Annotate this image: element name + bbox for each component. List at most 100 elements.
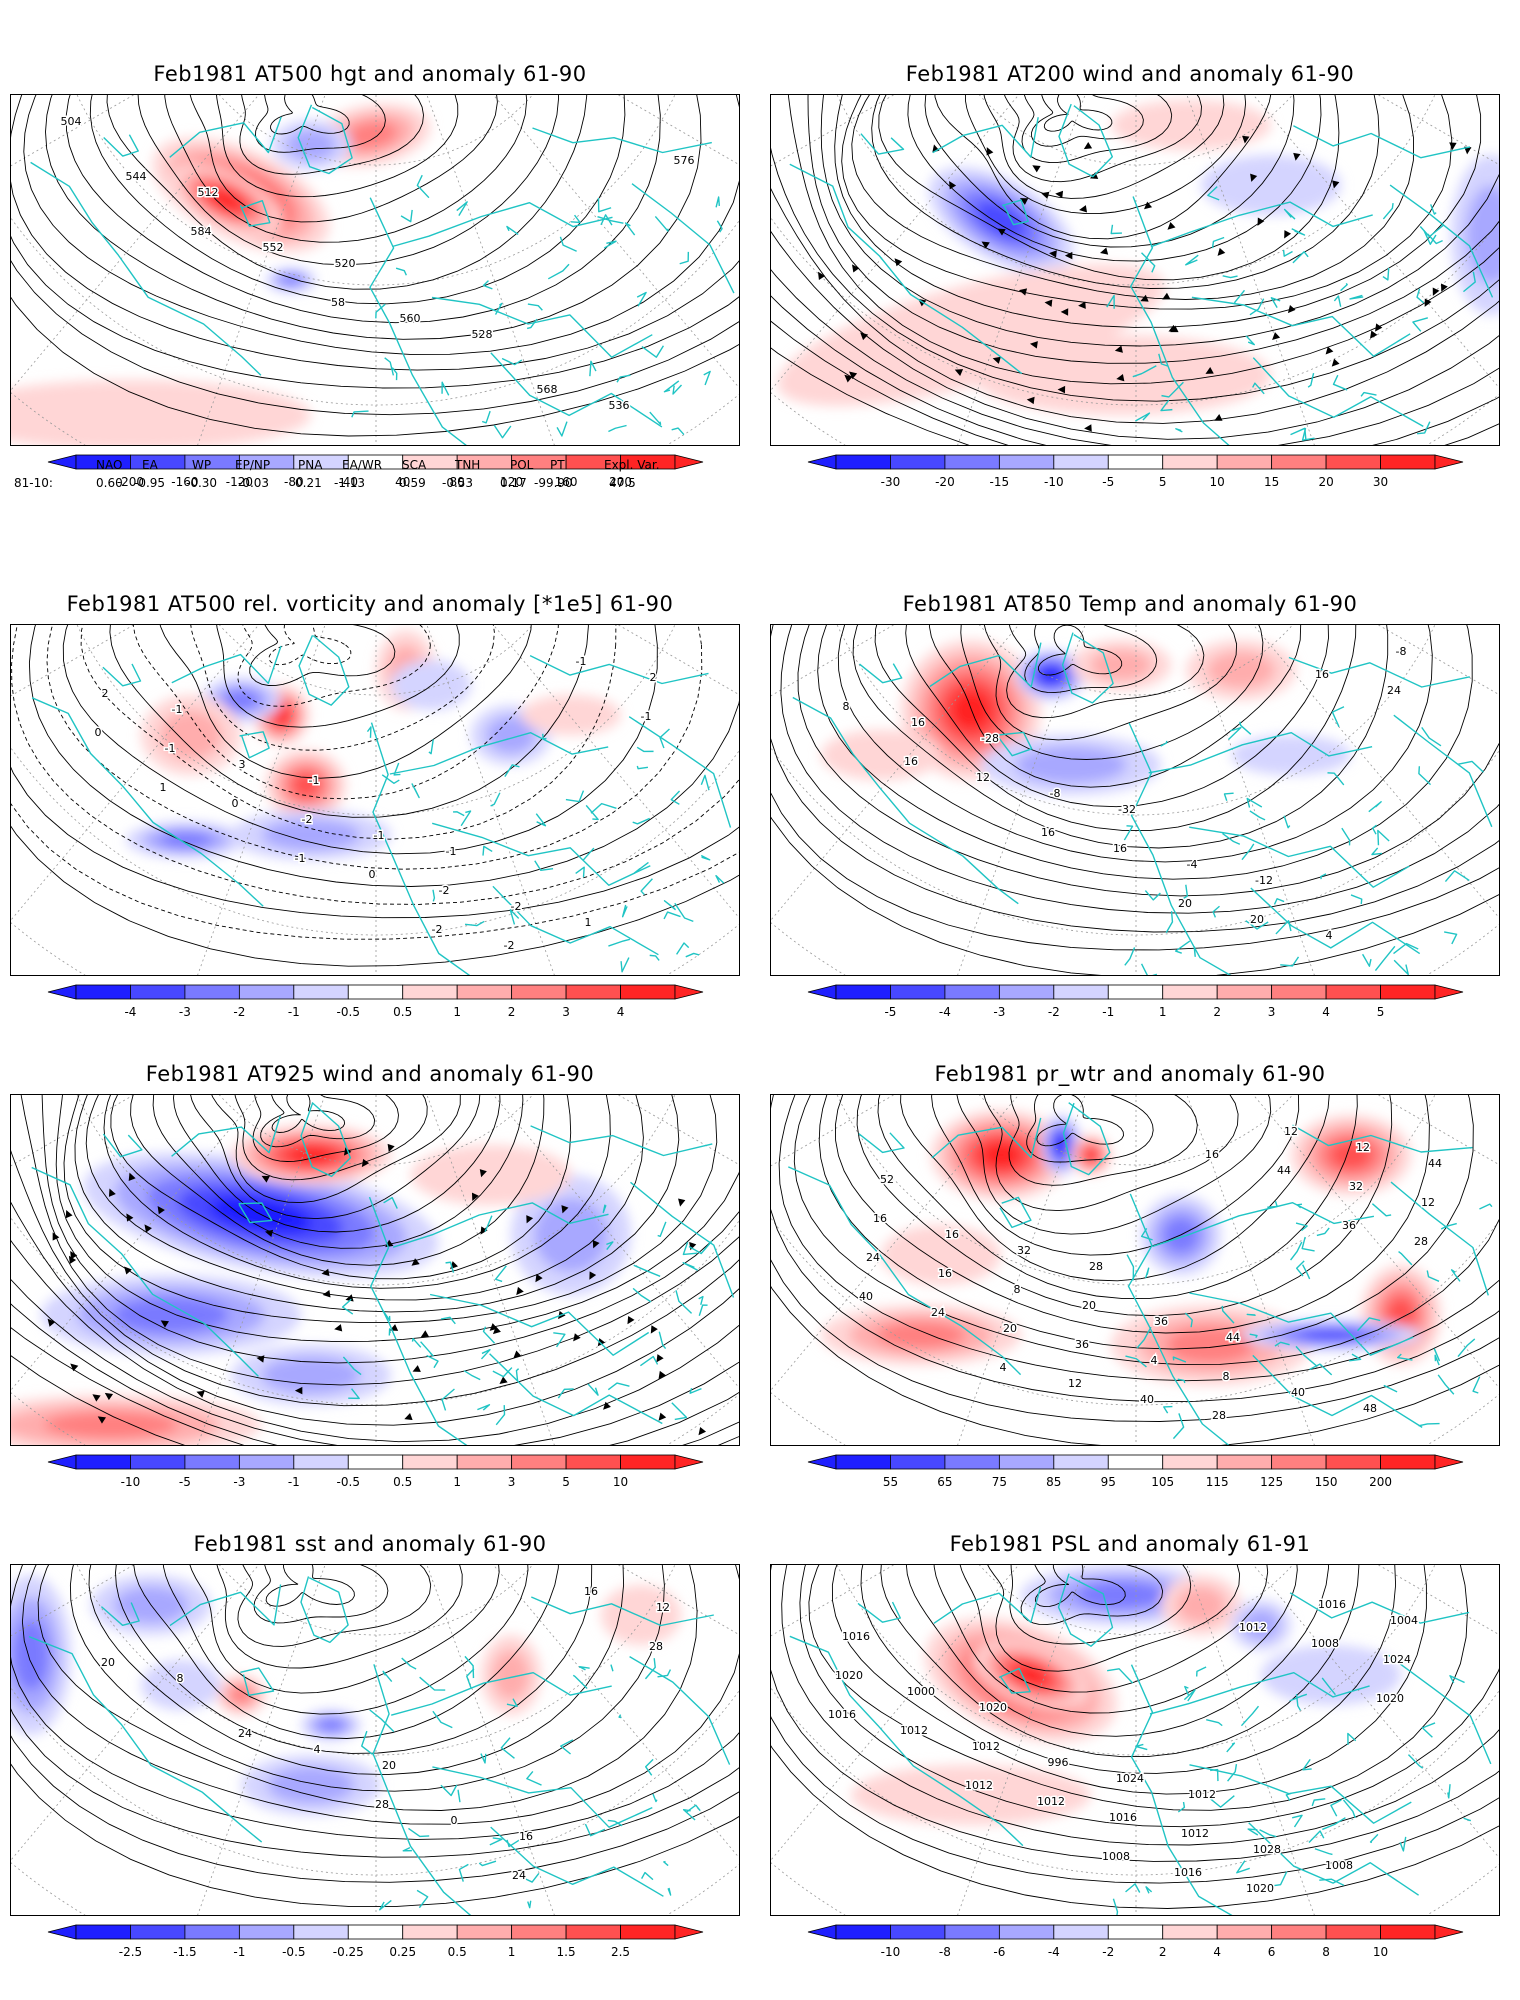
meridian — [771, 625, 1060, 961]
wind-arrow — [196, 1390, 205, 1398]
contour-label: 996 — [1048, 1756, 1069, 1769]
coastline — [999, 1196, 1032, 1229]
contour-line — [856, 1095, 1393, 1317]
contour-label: 1012 — [900, 1724, 928, 1737]
border-line — [1350, 894, 1363, 905]
coastline — [998, 1667, 1031, 1694]
map-svg — [771, 95, 1499, 445]
contours — [11, 1095, 739, 1445]
wind-arrow — [1214, 414, 1223, 421]
colorbar-swatch — [1216, 1454, 1273, 1470]
wind-arrow — [1272, 332, 1281, 340]
contour-line — [799, 1565, 1499, 1828]
border-line — [1211, 236, 1225, 249]
index-value: -99.90 — [534, 476, 573, 490]
anomaly-shading — [821, 640, 1351, 795]
contour-line — [900, 1095, 1331, 1282]
contour-label: 560 — [400, 312, 421, 325]
border-line — [1245, 920, 1269, 930]
map-domain — [11, 95, 739, 445]
anomaly-cell — [261, 1356, 361, 1394]
border-line — [1172, 1413, 1185, 1440]
colorbar-label: -8 — [938, 1945, 951, 1959]
coastline — [1149, 1672, 1370, 1715]
border-line — [672, 384, 683, 395]
wind-arrow — [1144, 201, 1153, 210]
border-line — [1296, 1203, 1303, 1209]
colorbar-swatch — [1380, 1454, 1436, 1470]
contour-line — [834, 95, 1482, 328]
anomaly-cell — [492, 1650, 530, 1700]
map-area: 1012 1008 1016 1020 1024 1028 1004 1000 996 1012 1… — [770, 1564, 1500, 1916]
coastline — [860, 133, 905, 155]
index-header: Expl. Var. — [604, 458, 660, 472]
colorbar-swatch — [1325, 1454, 1381, 1470]
wind-arrow — [412, 1365, 421, 1372]
coastline — [1252, 1354, 1423, 1428]
coastline — [1002, 199, 1029, 226]
index-value: 0.60 — [96, 476, 123, 490]
border-line — [494, 302, 503, 315]
colorbar-swatch — [944, 454, 1000, 470]
contour-line — [11, 1095, 739, 1445]
colorbar-label: 150 — [1314, 1475, 1338, 1489]
border-line — [1291, 1814, 1303, 1828]
border-line — [607, 1819, 623, 1827]
border-line — [1374, 945, 1396, 971]
border-line — [381, 1309, 391, 1322]
coastline — [392, 1202, 609, 1248]
colorbar-swatch — [890, 1454, 946, 1470]
wind-arrow — [389, 1324, 399, 1331]
border-line — [1172, 1356, 1187, 1363]
anomaly-cell — [521, 695, 621, 735]
border-line — [659, 728, 670, 749]
border-line — [1377, 829, 1390, 846]
meridian — [479, 95, 739, 266]
contour-label: 1012 — [1181, 1827, 1209, 1840]
contour-line — [771, 95, 1499, 402]
border-line — [1210, 1768, 1219, 1782]
border-line — [679, 251, 690, 265]
colorbar-swatch — [238, 984, 295, 1000]
contour-label: 44 — [1226, 1331, 1240, 1344]
border-line — [1418, 1422, 1440, 1427]
border-line — [341, 1298, 354, 1315]
border-line — [500, 1737, 515, 1759]
map-area — [10, 1094, 740, 1446]
contour-label: 8 — [1223, 1370, 1230, 1383]
border-line — [575, 866, 585, 878]
colorbar-label: 1 — [507, 1945, 516, 1959]
border-line — [361, 1730, 373, 1755]
contour-line — [237, 625, 431, 707]
contour-label: -28 — [981, 732, 999, 745]
contour-line — [255, 95, 386, 153]
contour-label: 16 — [904, 755, 918, 768]
contour-line — [877, 1095, 1358, 1300]
wind-arrow — [981, 241, 990, 249]
contour-line — [771, 1095, 1499, 1422]
coastline — [998, 731, 1033, 757]
colorbar-swatch — [620, 1924, 676, 1940]
contour-label: 520 — [335, 257, 356, 270]
contour-label: 36 — [1075, 1338, 1089, 1351]
coastline — [1152, 1202, 1375, 1248]
border-line — [411, 1337, 422, 1348]
contour-line — [188, 95, 498, 223]
border-line — [1252, 382, 1265, 395]
contour-label: 512 — [198, 186, 219, 199]
border-line — [1145, 1886, 1153, 1894]
anomaly-cell — [1090, 649, 1152, 681]
border-line — [1107, 1668, 1134, 1684]
map-area: 504 512 520 528 536 544 552 560 568 576 584 58 — [10, 94, 740, 446]
border-line — [1158, 353, 1168, 367]
coastline — [432, 1766, 653, 1828]
anomaly-cell — [981, 1142, 1021, 1168]
index-header: EA/WR — [342, 458, 383, 472]
colorbar-label: -2 — [1047, 1005, 1060, 1019]
colorbar-label: -5 — [1102, 475, 1115, 489]
meridian — [163, 95, 336, 445]
wind-arrow — [535, 1273, 543, 1283]
border-line — [1449, 1675, 1465, 1684]
colorbar-swatch — [293, 984, 349, 1000]
contour-line — [252, 1095, 399, 1162]
